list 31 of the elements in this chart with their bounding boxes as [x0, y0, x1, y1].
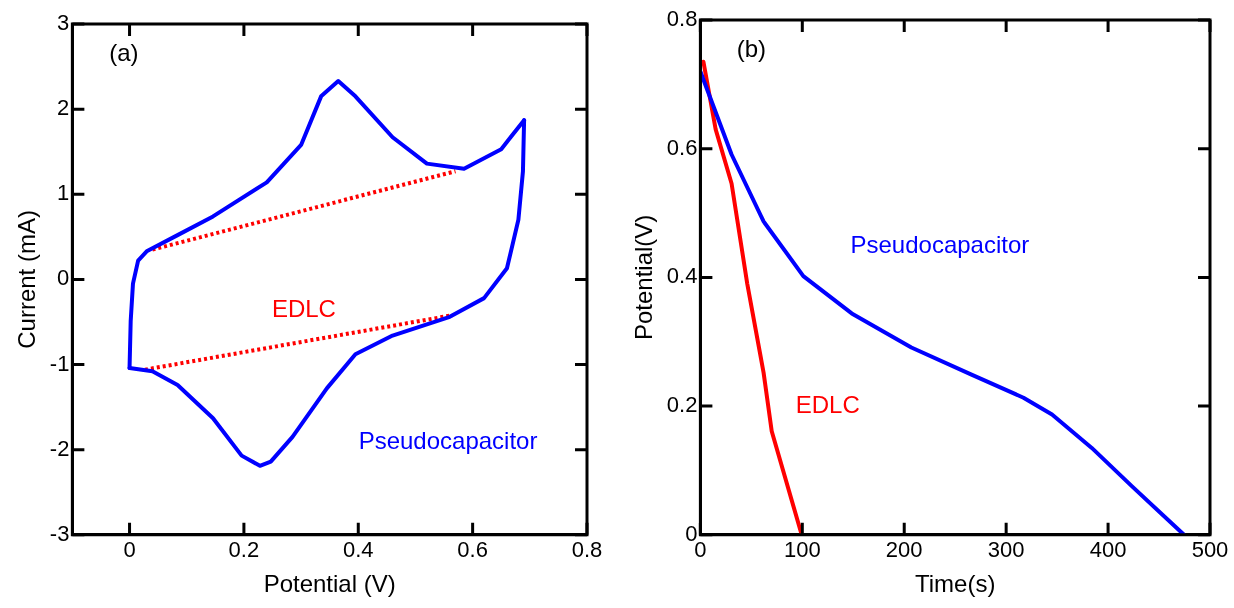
- x-tick-label: 0.4: [342, 537, 374, 563]
- x-tick-label: 0.8: [571, 537, 603, 563]
- x-tick-label: 500: [1191, 537, 1229, 563]
- y-tick-label: 1: [57, 180, 70, 206]
- x-tick-label: 300: [987, 537, 1025, 563]
- series-label: Pseudocapacitor: [850, 231, 1030, 259]
- text: (b): [736, 34, 767, 62]
- y-axis-title: Current (mA): [13, 210, 41, 349]
- y-axis-title: Potential(V): [630, 214, 658, 341]
- y-tick-label: 0.8: [666, 6, 698, 32]
- text: Pseudocapacitor: [358, 427, 538, 455]
- y-tick-label: 2: [57, 95, 70, 121]
- x-tick-label: 0.2: [228, 537, 260, 563]
- y-tick-label: 3: [57, 10, 70, 36]
- x-tick-label: 400: [1089, 537, 1127, 563]
- series-label: EDLC: [795, 390, 860, 418]
- y-tick-label: 0: [57, 265, 70, 291]
- x-tick-label: 0.6: [457, 537, 488, 563]
- text: (a): [109, 38, 139, 66]
- y-tick-label: 0.6: [666, 134, 698, 160]
- text: EDLC: [271, 294, 336, 322]
- x-axis-title: Potential (V): [263, 570, 396, 598]
- x-tick-label: 0: [123, 537, 136, 563]
- x-axis-title: Time(s): [914, 570, 996, 598]
- y-tick-label: -2: [49, 435, 70, 461]
- x-tick-label: 100: [783, 537, 821, 563]
- x-tick-label: 200: [885, 537, 923, 563]
- y-tick-label: -3: [49, 520, 70, 546]
- y-tick-label: 0.2: [666, 392, 698, 418]
- y-tick-label: 0.4: [666, 263, 698, 289]
- y-tick-label: -1: [49, 350, 70, 376]
